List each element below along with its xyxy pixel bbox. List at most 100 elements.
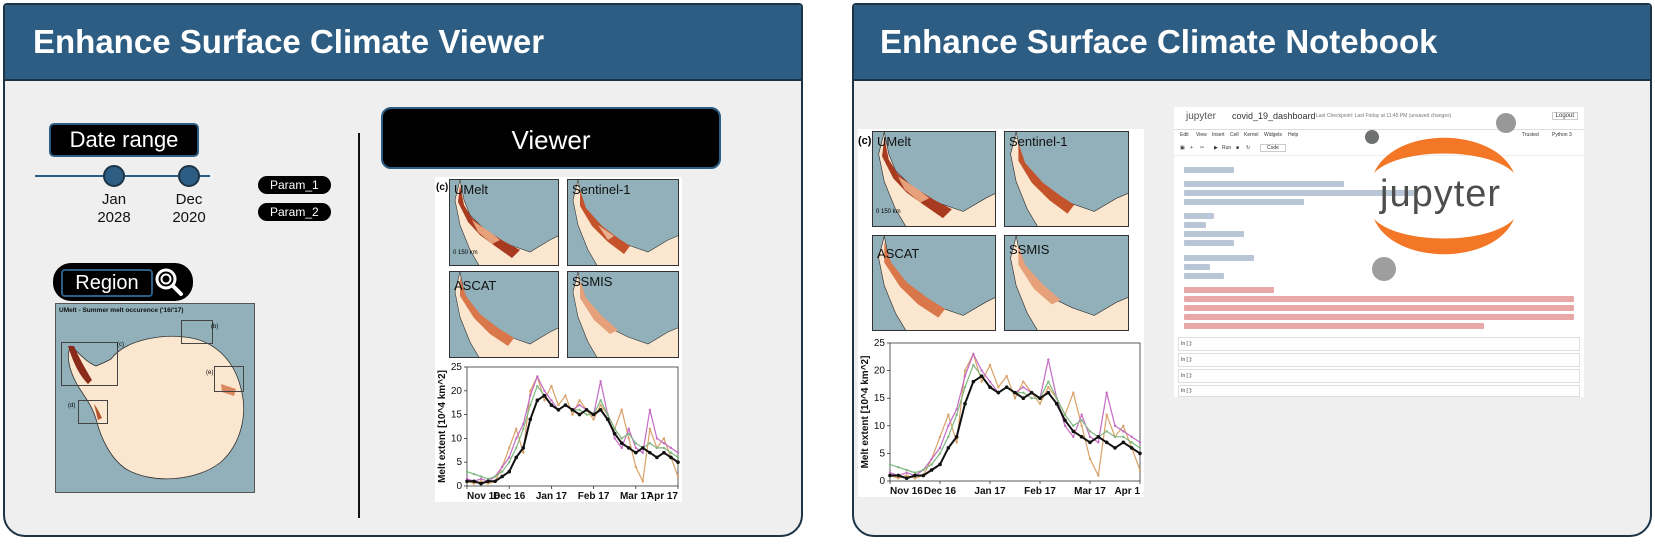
data-point-ascat (515, 427, 518, 431)
data-point-umelt (549, 403, 554, 407)
region-box-e[interactable] (214, 366, 244, 392)
date-range-label: Date range (49, 123, 199, 157)
data-point-umelt (486, 479, 490, 484)
save-icon[interactable]: ▣ (1180, 145, 1185, 151)
code-cell[interactable]: In [ ]: (1178, 353, 1580, 367)
code-cell-area[interactable] (1180, 163, 1580, 333)
notebook-tile-sentinel[interactable]: Sentinel-1 (1004, 131, 1129, 227)
data-point-ssmis (662, 441, 666, 445)
data-point-umelt (648, 450, 652, 455)
menu-widgets[interactable]: Widgets (1264, 132, 1283, 138)
param-1-button[interactable]: Param_1 (258, 176, 331, 194)
data-point-ascat (620, 408, 623, 412)
data-point-ascat (662, 437, 666, 440)
data-point-umelt (577, 412, 582, 417)
viewer-tile-sentinel[interactable]: Sentinel-1 (567, 179, 679, 266)
data-point-sentinel-1 (655, 446, 659, 450)
run-icon[interactable]: ▶ (1214, 145, 1218, 151)
menu-edit[interactable]: Edit (1180, 132, 1189, 138)
data-point-sentinel-1 (585, 413, 588, 416)
region-box-b[interactable] (181, 320, 213, 344)
cell-type-select[interactable]: Code (1260, 144, 1286, 152)
data-point-sentinel-1 (536, 384, 539, 388)
data-point-sentinel-1 (500, 470, 504, 473)
data-point-umelt (913, 473, 917, 478)
nb-umelt-map-shape (878, 132, 995, 226)
viewer-tile-ascat[interactable]: ASCAT (449, 271, 559, 358)
jupyter-logo-icon (1365, 113, 1516, 281)
data-point-ssmis (536, 375, 539, 378)
viewer-tile-ssmis[interactable]: SSMIS (567, 271, 679, 358)
data-point-ssmis (641, 451, 645, 454)
menu-insert[interactable]: Insert (1212, 132, 1225, 138)
notebook-tile-ssmis[interactable]: SSMIS (1004, 235, 1129, 331)
menu-kernel[interactable]: Kernel (1244, 132, 1259, 138)
region-box-c-label: (c) (117, 342, 124, 348)
param-2-button[interactable]: Param_2 (258, 203, 331, 221)
data-point-ssmis (980, 369, 983, 372)
data-point-sentinel-1 (1130, 441, 1133, 444)
code-cell[interactable]: In [ ]: (1178, 369, 1580, 383)
code-cell[interactable]: In [ ]: (1178, 385, 1580, 397)
checkpoint-status: Last Checkpoint: Last Friday at 11:45 PM… (1316, 113, 1452, 119)
x-tick-label: Apr 17 (647, 491, 679, 502)
code-cell[interactable]: In [ ]: (1178, 337, 1580, 351)
stop-icon[interactable]: ■ (1236, 145, 1240, 151)
logout-button[interactable]: Logout (1551, 112, 1578, 120)
data-point-ascat (641, 480, 645, 483)
notebook-tile-umelt[interactable]: UMelt 0 150 km (872, 131, 996, 227)
data-point-sentinel-1 (1122, 435, 1125, 439)
viewer-tile-umelt[interactable]: UMelt 0 150 km (449, 179, 559, 266)
data-point-ssmis (1113, 424, 1117, 427)
data-point-ssmis (930, 457, 933, 461)
data-point-sentinel-1 (634, 441, 637, 445)
code-line (1184, 287, 1274, 293)
data-point-ssmis (1063, 424, 1067, 427)
notebook-tile-sentinel-label: Sentinel-1 (1009, 134, 1068, 149)
data-point-umelt (904, 476, 909, 481)
add-cell-icon[interactable]: + (1190, 145, 1193, 151)
region-box-d[interactable] (78, 400, 108, 424)
x-tick-label: Feb 17 (578, 491, 610, 502)
data-point-ascat (472, 482, 476, 485)
data-point-sentinel-1 (1072, 424, 1075, 427)
region-selector[interactable]: Region (53, 263, 193, 301)
data-point-ssmis (620, 446, 623, 450)
notebook-tile-ascat-label: ASCAT (877, 246, 920, 261)
data-point-sentinel-1 (472, 472, 476, 476)
data-point-umelt (1021, 396, 1026, 400)
notebook-tile-ascat[interactable]: ASCAT (872, 235, 996, 331)
data-point-umelt (493, 479, 497, 484)
data-point-umelt (521, 446, 526, 450)
region-box-c[interactable] (61, 342, 118, 386)
data-point-sentinel-1 (938, 452, 942, 455)
menu-view[interactable]: View (1196, 132, 1207, 138)
data-point-umelt (888, 473, 892, 478)
cut-icon[interactable]: ✂ (1200, 145, 1205, 151)
data-point-ascat (947, 413, 950, 416)
run-button-label[interactable]: Run (1222, 145, 1232, 151)
data-point-ssmis (1047, 358, 1050, 361)
data-point-ssmis (1022, 385, 1025, 389)
code-line (1184, 222, 1206, 228)
region-map[interactable]: UMelt - Summer melt occurence ('16/'17) … (55, 303, 255, 493)
data-point-ssmis (1097, 441, 1100, 444)
menu-cell[interactable]: Cell (1230, 132, 1239, 138)
search-icon[interactable] (153, 266, 185, 298)
data-point-ssmis (676, 451, 680, 454)
data-point-sentinel-1 (613, 427, 616, 431)
notebook-name[interactable]: covid_19_dashboard (1232, 111, 1316, 121)
data-point-sentinel-1 (1088, 430, 1092, 433)
menu-help[interactable]: Help (1288, 132, 1299, 138)
data-point-ssmis (938, 446, 942, 450)
date-start-year: 2028 (97, 209, 131, 226)
data-point-ascat (676, 475, 680, 478)
notebook-header: Enhance Surface Climate Notebook (854, 5, 1650, 81)
x-tick-label: Dec 16 (493, 491, 526, 502)
viewer-button[interactable]: Viewer (381, 107, 721, 169)
date-end-handle[interactable] (178, 165, 200, 187)
data-point-sentinel-1 (648, 441, 652, 445)
date-start-handle[interactable] (103, 165, 125, 187)
data-point-umelt (669, 455, 673, 460)
restart-icon[interactable]: ↻ (1246, 145, 1251, 151)
